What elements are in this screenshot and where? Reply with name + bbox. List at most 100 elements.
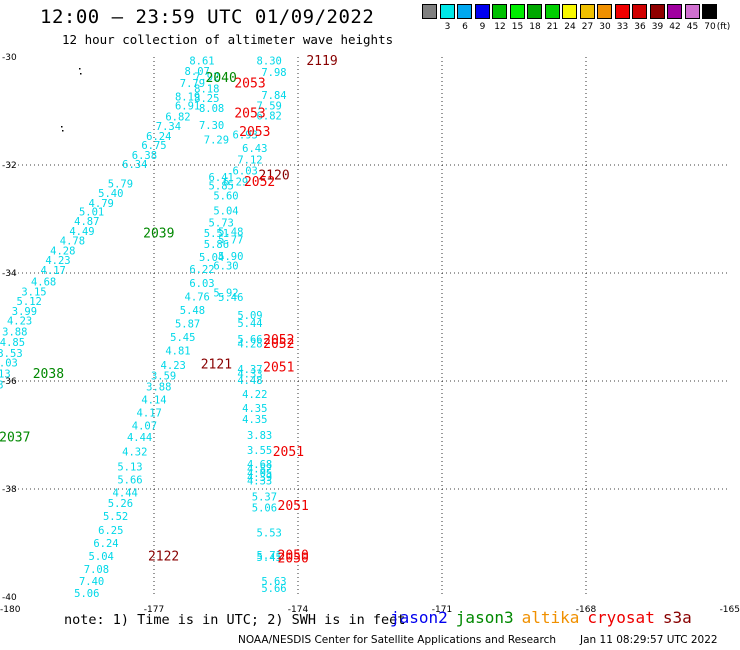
colorbar-label: 15 [511,22,524,32]
swh-reading: 7.98 [261,67,286,79]
swh-reading: 4.13 [0,369,11,381]
lon-tick-label: -180 [0,605,21,615]
swh-reading: 4.33 [247,475,272,487]
swh-reading: 5.79 [108,178,133,190]
swh-reading: 5.87 [175,318,200,330]
swh-reading: 5.12 [17,296,42,308]
swh-reading: 5.48 [218,227,243,239]
swh-reading: 4.03 [0,358,18,370]
swh-reading: 4.68 [247,459,272,471]
pass-time-label: 2053 [234,77,265,92]
swh-reading: 5.48 [180,305,205,317]
swh-reading: 4.44 [127,432,152,444]
footer-note: note: 1) Time is in UTC; 2) SWH is in fe… [64,612,406,628]
pass-time-label: 2040 [206,71,237,86]
colorbar-label: 9 [479,22,486,32]
colorbar-swatch [632,4,647,19]
pass-time-label: 2053 [234,107,265,122]
swh-reading: 7.84 [261,90,286,102]
swh-reading: 8.25 [194,93,219,105]
swh-reading: 5.06 [74,588,99,600]
swh-reading: 6.82 [165,111,190,123]
colorbar-swatch [562,4,577,19]
swh-reading: 4.35 [242,414,267,426]
swh-reading: 7.29 [204,135,229,147]
swh-reading: 4.05 [247,468,272,480]
swh-reading: 5.04 [213,205,238,217]
swh-reading: 6.93 [233,129,258,141]
swh-reading: 5.85 [209,181,234,193]
swh-reading: 5.51 [204,228,229,240]
colorbar-label: 39 [651,22,664,32]
swh-reading: 7.12 [237,155,262,167]
swh-reading: 4.28 [237,338,262,350]
swh-reading: 3.53 [0,348,23,360]
swh-reading: 6.41 [209,172,234,184]
lon-tick-label: -171 [432,605,452,615]
swh-reading: 3.15 [21,286,46,298]
swh-reading: 4.81 [165,345,190,357]
pass-time-label: 2037 [0,431,30,446]
lat-tick-label: -38 [2,485,17,495]
lat-tick-label: -30 [2,53,17,63]
swh-reading: 4.22 [242,389,267,401]
colorbar-swatch [702,4,717,19]
credit-line: NOAA/NESDIS Center for Satellite Applica… [238,634,556,646]
lat-tick-label: -40 [2,593,17,603]
lat-tick-label: -36 [2,377,17,387]
swh-reading: 4.28 [50,245,75,257]
colorbar-swatch [544,4,560,19]
colorbar-swatch [492,4,507,19]
swh-reading: 6.24 [146,131,171,143]
swh-reading: 4.48 [237,375,262,387]
colorbar-swatch [422,4,437,19]
swh-reading: 4.78 [60,236,85,248]
colorbar-swatch [667,4,682,19]
swh-reading: 4.79 [89,198,114,210]
pass-time-label: 2121 [201,357,232,372]
swh-reading: 6.38 [132,150,157,162]
swh-reading: 6.25 [98,525,123,537]
swh-reading: 4.23 [7,316,32,328]
pass-time-label: 2051 [263,361,294,376]
pass-time-label: 2052 [263,337,294,352]
pass-time-label: 2050 [278,548,309,563]
swh-reading: 3.88 [0,379,3,391]
colorbar-unit: (ft) [716,22,731,32]
map-speck [62,130,64,132]
colorbar-label: 70 [704,22,716,32]
swh-reading: 3.88 [146,381,171,393]
swh-reading: 4.17 [41,265,66,277]
swh-reading: 6.22 [189,264,214,276]
colorbar-swatch [579,4,595,19]
pass-time-label: 2119 [306,54,337,69]
swh-reading: 4.87 [74,216,99,228]
swh-reading: 6.75 [141,140,166,152]
swh-reading: 5.01 [79,207,104,219]
swh-reading: 7.79 [180,78,205,90]
swh-reading: 6.34 [122,159,147,171]
swh-reading: 8.19 [175,92,200,104]
swh-reading: 6.30 [213,261,238,273]
swh-reading: 4.49 [69,226,94,238]
satellite-legend: jason2 jason3 altika cryosat s3a [390,608,700,627]
colorbar-swatch [527,4,542,19]
colorbar-swatch [439,4,455,19]
swh-reading: 3.55 [247,445,272,457]
swh-reading: 6.03 [189,278,214,290]
swh-reading: 5.77 [218,235,243,247]
swh-reading: 5.60 [213,190,238,202]
swh-reading: 4.85 [0,337,25,349]
satellite-cryosat: cryosat [587,608,655,627]
swh-reading: 5.09 [237,310,262,322]
swh-reading: 6.03 [233,165,258,177]
page-subtitle: 12 hour collection of altimeter wave hei… [62,32,394,47]
colorbar-label: 3 [444,22,451,32]
swh-reading: 4.17 [137,407,162,419]
swh-reading: 5.04 [89,551,114,563]
pass-time-label: 2051 [278,499,309,514]
lon-tick-label: -165 [720,605,740,615]
map-speck [80,73,82,75]
swh-reading: 5.53 [257,527,282,539]
